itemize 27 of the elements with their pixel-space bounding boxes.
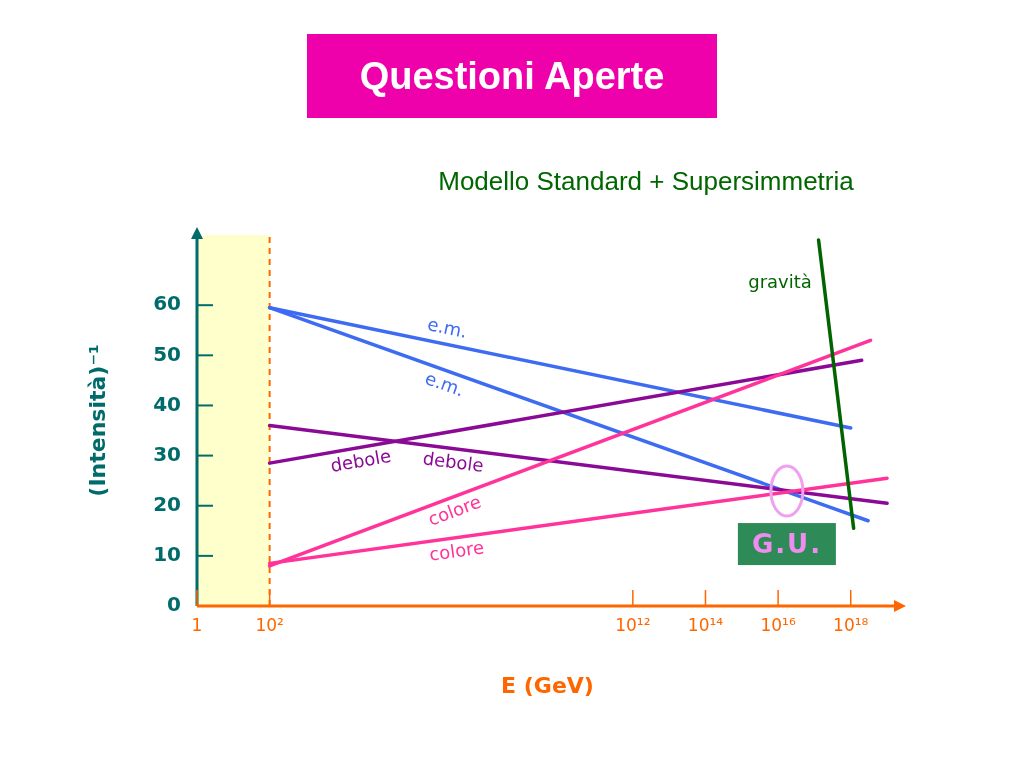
banner: Questioni Aperte	[307, 34, 717, 118]
text: colore	[425, 490, 484, 530]
y-tick-label: 30	[153, 441, 181, 466]
text: e.m.	[422, 367, 468, 401]
text: debole	[421, 447, 485, 476]
x-tick-label: 10¹⁴	[687, 614, 724, 635]
series-label: gravità	[748, 270, 812, 292]
x-tick-label: 10²	[255, 614, 284, 635]
x-tick-label: 1	[191, 614, 203, 635]
chart-subtitle: Modello Standard + Supersimmetria	[438, 166, 854, 196]
y-tick-label: 10	[153, 542, 181, 567]
y-tick-label: 40	[153, 391, 181, 416]
x-tick-label: 10¹²	[615, 614, 651, 635]
y-tick-label: 60	[153, 291, 181, 316]
y-tick-label: 20	[153, 491, 181, 516]
x-axis-title: E (GeV)	[501, 672, 594, 698]
x-tick-label: 10¹⁶	[760, 614, 796, 635]
chart-title: Questioni Aperte	[359, 54, 665, 98]
text: colore	[427, 536, 486, 565]
badge: G.U.	[737, 523, 837, 566]
y-tick-label: 50	[153, 341, 181, 366]
text: debole	[328, 444, 393, 476]
y-axis-title: (Intensità)⁻¹	[84, 344, 110, 497]
text: e.m.	[425, 313, 470, 342]
x-tick-label: 10¹⁸	[833, 614, 869, 635]
annotation: G.U.	[751, 529, 823, 560]
y-tick-label: 0	[167, 592, 181, 617]
